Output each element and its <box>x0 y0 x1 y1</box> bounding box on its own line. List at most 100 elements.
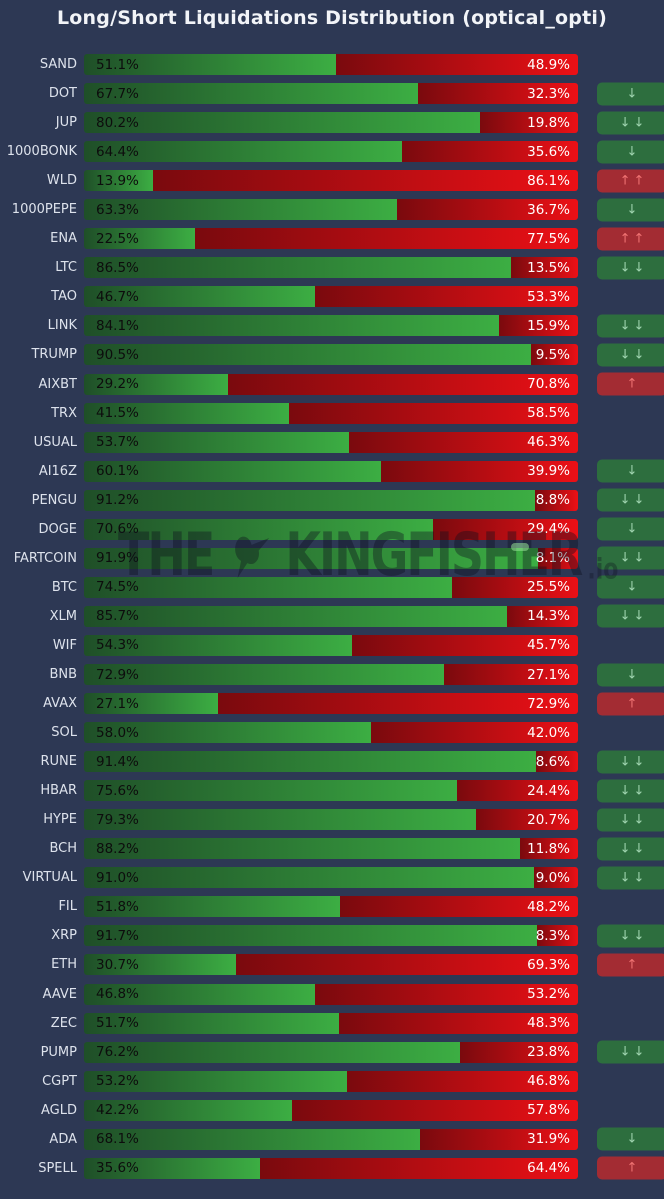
coin-row: ZEC 51.7% 48.3% <box>0 1009 664 1038</box>
coin-label: HBAR <box>40 783 77 799</box>
short-bar-segment <box>531 344 578 366</box>
liquidation-bar: 85.7% 14.3% <box>84 605 578 627</box>
coin-row: 1000BONK 64.4% 35.6% ↓ <box>0 137 664 166</box>
short-bar-segment <box>259 1157 578 1179</box>
signal-badge: ↑↑ <box>597 169 664 193</box>
short-percent-label: 53.3% <box>527 288 570 305</box>
long-percent-label: 91.2% <box>96 492 139 509</box>
short-percent-label: 20.7% <box>527 811 570 828</box>
short-bar-segment <box>402 141 578 163</box>
long-percent-label: 74.5% <box>96 579 139 596</box>
liquidation-bar: 51.7% 48.3% <box>84 1012 578 1034</box>
short-percent-label: 77.5% <box>527 230 570 247</box>
liquidation-bar: 27.1% 72.9% <box>84 693 578 715</box>
long-bar-segment <box>84 954 236 976</box>
long-bar-segment <box>84 722 371 744</box>
long-percent-label: 51.7% <box>96 1015 139 1032</box>
signal-badge: ↓ <box>597 1127 664 1151</box>
liquidation-bar: 29.2% 70.8% <box>84 373 578 395</box>
coin-row: AVAX 27.1% 72.9% ↑ <box>0 689 664 718</box>
coin-label: TRUMP <box>31 347 77 363</box>
long-bar-segment <box>84 286 315 308</box>
short-percent-label: 69.3% <box>527 956 570 973</box>
long-bar-segment <box>84 576 453 598</box>
long-percent-label: 64.4% <box>96 143 139 160</box>
coin-label: RUNE <box>40 754 78 770</box>
coin-row: RUNE 91.4% 8.6% ↓↓ <box>0 747 664 776</box>
liquidation-bar: 80.2% 19.8% <box>84 112 578 134</box>
liquidation-bar: 74.5% 25.5% <box>84 576 578 598</box>
long-percent-label: 54.3% <box>96 637 139 654</box>
short-bar-segment <box>292 1099 578 1121</box>
coin-label: HYPE <box>43 812 77 828</box>
liquidation-bar: 46.7% 53.3% <box>84 286 578 308</box>
signal-badge: ↓ <box>597 663 664 686</box>
short-percent-label: 11.8% <box>527 840 570 857</box>
short-bar-segment <box>314 286 578 308</box>
long-percent-label: 75.6% <box>96 782 139 799</box>
long-bar-segment <box>84 431 350 453</box>
bars-area: SAND 51.1% 48.9% DOT 67.7% 32.3% ↓ JUP 8… <box>0 50 664 1183</box>
coin-label: 1000PEPE <box>11 202 77 218</box>
short-bar-segment <box>380 460 578 482</box>
coin-label: CGPT <box>42 1073 77 1089</box>
liquidation-bar: 86.5% 13.5% <box>84 257 578 279</box>
signal-badge: ↓↓ <box>597 837 664 861</box>
short-percent-label: 46.3% <box>527 434 570 451</box>
short-bar-segment <box>349 431 578 453</box>
long-bar-segment <box>84 1070 347 1092</box>
long-percent-label: 60.1% <box>96 463 139 480</box>
short-percent-label: 32.3% <box>527 85 570 102</box>
short-percent-label: 8.6% <box>535 753 570 770</box>
short-bar-segment <box>534 489 578 511</box>
signal-badge: ↓↓ <box>597 488 664 512</box>
coin-row: SOL 58.0% 42.0% <box>0 718 664 747</box>
short-percent-label: 57.8% <box>527 1102 570 1119</box>
coin-row: DOT 67.7% 32.3% ↓ <box>0 79 664 108</box>
short-bar-segment <box>457 780 578 802</box>
coin-row: USUAL 53.7% 46.3% <box>0 428 664 457</box>
short-bar-segment <box>370 722 578 744</box>
coin-row: TAO 46.7% 53.3% <box>0 282 664 311</box>
coin-row: AI16Z 60.1% 39.9% ↓ <box>0 457 664 486</box>
long-bar-segment <box>84 634 353 656</box>
coin-label: TAO <box>51 289 77 305</box>
coin-label: BTC <box>51 579 77 595</box>
liquidation-bar: 35.6% 64.4% <box>84 1157 578 1179</box>
long-bar-segment <box>84 228 196 250</box>
long-bar-segment <box>84 664 445 685</box>
coin-label: BCH <box>49 841 77 857</box>
long-bar-segment <box>84 170 153 192</box>
coin-row: WLD 13.9% 86.1% ↑↑ <box>0 166 664 195</box>
short-bar-segment <box>444 664 578 685</box>
signal-badge: ↓↓ <box>597 546 664 570</box>
short-percent-label: 25.5% <box>527 579 570 596</box>
coin-label: SOL <box>51 725 77 741</box>
short-bar-segment <box>217 693 578 715</box>
short-bar-segment <box>339 1012 578 1034</box>
short-bar-segment <box>396 199 578 221</box>
liquidation-bar: 63.3% 36.7% <box>84 199 578 221</box>
short-bar-segment <box>195 228 578 250</box>
short-bar-segment <box>519 838 578 860</box>
long-percent-label: 70.6% <box>96 521 139 538</box>
signal-badge: ↑↑ <box>597 227 664 251</box>
coin-row: VIRTUAL 91.0% 9.0% ↓↓ <box>0 863 664 892</box>
coin-label: AAVE <box>42 986 77 1002</box>
long-percent-label: 63.3% <box>96 201 139 218</box>
long-bar-segment <box>84 751 536 773</box>
long-bar-segment <box>84 809 476 831</box>
liquidation-bar: 67.7% 32.3% <box>84 83 578 105</box>
long-percent-label: 68.1% <box>96 1131 139 1148</box>
coin-label: AVAX <box>43 696 77 712</box>
liquidation-bar: 13.9% 86.1% <box>84 170 578 192</box>
long-percent-label: 35.6% <box>96 1160 139 1177</box>
short-bar-segment <box>339 896 578 918</box>
coin-row: AIXBT 29.2% 70.8% ↑ <box>0 370 664 399</box>
signal-badge: ↓↓ <box>597 343 664 367</box>
short-bar-segment <box>452 576 578 598</box>
short-percent-label: 48.3% <box>527 1015 570 1032</box>
coin-label: AI16Z <box>38 463 77 479</box>
coin-row: LINK 84.1% 15.9% ↓↓ <box>0 311 664 340</box>
coin-row: AGLD 42.2% 57.8% <box>0 1096 664 1125</box>
